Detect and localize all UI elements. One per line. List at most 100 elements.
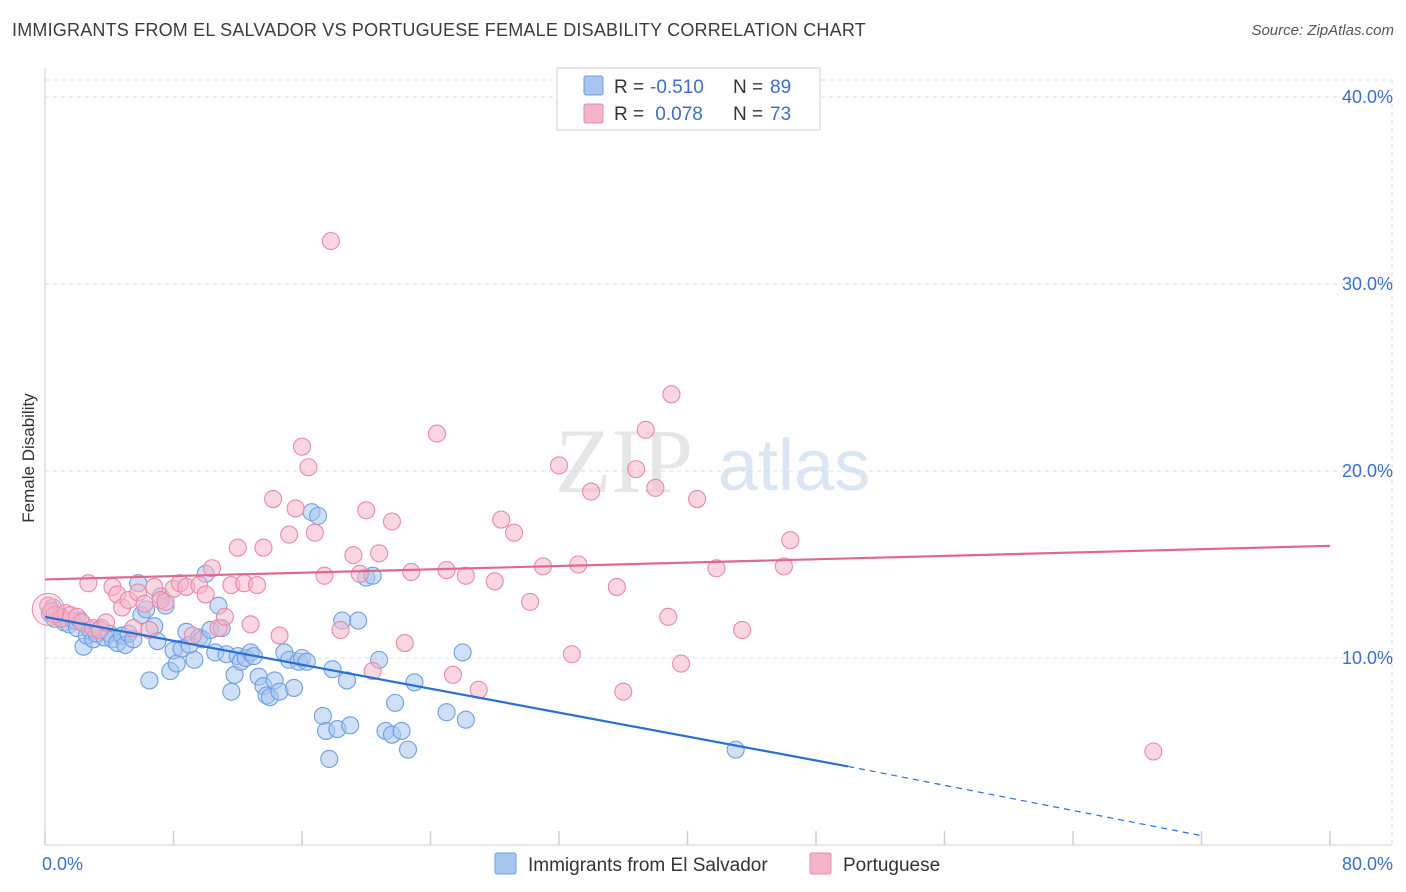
point-el-salvador-84: [405, 673, 424, 692]
point-portuguese-66: [549, 456, 569, 475]
point-el-salvador-73: [337, 671, 357, 690]
point-el-salvador-67: [313, 706, 332, 726]
legend-r-value-1: -0.510: [650, 77, 704, 98]
point-portuguese-61: [485, 572, 504, 591]
point-portuguese-74: [646, 478, 665, 497]
point-portuguese-75: [659, 607, 678, 626]
legend-r-value-2: 0.078: [650, 104, 703, 125]
trend-line-portuguese: [44, 544, 1331, 581]
legend-swatch-blue: [583, 75, 604, 96]
y-tick-label-30: 30.0%: [1342, 274, 1393, 294]
point-portuguese-76: [662, 385, 681, 404]
watermark: ZIP atlas: [555, 410, 870, 512]
point-el-salvador-87: [456, 710, 475, 729]
point-portuguese-53: [382, 512, 402, 531]
point-portuguese-50: [357, 501, 376, 520]
point-portuguese-81: [774, 557, 793, 576]
legend-r-label-2: R =: [614, 104, 644, 125]
point-el-salvador-33: [167, 654, 186, 673]
point-el-salvador-85: [437, 703, 456, 722]
point-portuguese-78: [688, 489, 707, 509]
point-portuguese-70: [607, 577, 626, 596]
point-portuguese-cluster: [31, 592, 65, 626]
point-portuguese-19: [140, 620, 159, 640]
legend-r-label-1: R =: [614, 77, 644, 98]
correlation-legend: R = -0.510 N = 89 R = 0.078 N = 73: [556, 67, 821, 131]
y-tick-label-40: 40.0%: [1342, 87, 1393, 107]
y-tick-label-20: 20.0%: [1342, 461, 1393, 481]
watermark-zip: ZIP: [555, 410, 693, 512]
trend-line-extension-el-salvador: [848, 765, 1202, 837]
point-portuguese-18: [135, 594, 154, 613]
point-portuguese-59: [456, 566, 475, 585]
point-portuguese-52: [370, 544, 389, 563]
point-portuguese-58: [443, 665, 463, 684]
point-portuguese-71: [614, 682, 633, 701]
series-legend: Immigrants from El Salvador Portuguese: [494, 852, 940, 876]
point-portuguese-82: [781, 531, 800, 550]
source-credit: Source: ZipAtlas.com: [1251, 22, 1394, 39]
point-portuguese-56: [427, 424, 446, 443]
point-portuguese-83: [1144, 742, 1163, 761]
point-el-salvador-81: [386, 693, 405, 712]
y-tick-labels: 10.0% 20.0% 30.0% 40.0%: [1342, 87, 1393, 668]
point-portuguese-43: [299, 458, 318, 477]
legend-n-label-2: N =: [733, 104, 763, 125]
legend-n-value-2: 73: [770, 104, 791, 125]
point-portuguese-37: [254, 538, 273, 557]
point-portuguese-54: [395, 633, 414, 653]
point-portuguese-29: [203, 559, 222, 578]
series-legend-label-pink: Portuguese: [843, 855, 940, 876]
point-portuguese-67: [562, 645, 581, 664]
axes: [44, 68, 1392, 846]
point-portuguese-80: [733, 620, 752, 640]
point-portuguese-69: [582, 482, 601, 501]
x-tick-label-min: 0.0%: [42, 854, 83, 874]
point-portuguese-55: [402, 562, 421, 582]
point-el-salvador-82: [392, 721, 411, 740]
point-portuguese-51: [363, 662, 382, 681]
point-portuguese-73: [636, 420, 655, 439]
point-portuguese-33: [228, 538, 247, 557]
point-el-salvador-26: [140, 671, 159, 690]
series-legend-label-blue: Immigrants from El Salvador: [528, 855, 768, 876]
point-portuguese-46: [321, 231, 340, 251]
point-portuguese-47: [331, 620, 350, 640]
point-portuguese-45: [315, 566, 334, 585]
point-portuguese-48: [344, 546, 363, 565]
point-portuguese-22: [156, 592, 175, 611]
point-portuguese-40: [280, 525, 299, 544]
trend-line-el-salvador: [44, 615, 849, 768]
legend-n-label-1: N =: [733, 77, 763, 98]
chart-title: IMMIGRANTS FROM EL SALVADOR VS PORTUGUES…: [12, 20, 866, 40]
point-portuguese-28: [196, 585, 215, 604]
point-portuguese-77: [672, 654, 691, 673]
point-portuguese-49: [350, 564, 369, 583]
point-portuguese-26: [183, 626, 202, 645]
x-tick-label-max: 80.0%: [1342, 854, 1393, 874]
trend-lines: [44, 544, 1331, 837]
point-portuguese-39: [270, 626, 289, 645]
y-axis-label: Female Disability: [19, 393, 38, 523]
point-portuguese-38: [264, 489, 283, 509]
legend-n-value-1: 89: [770, 77, 791, 98]
legend-swatch-pink: [583, 103, 604, 124]
point-el-salvador-74: [341, 716, 360, 735]
point-el-salvador-69: [320, 749, 339, 769]
point-el-salvador-86: [453, 643, 472, 662]
point-portuguese-36: [247, 576, 267, 595]
y-tick-label-10: 10.0%: [1342, 648, 1393, 668]
point-portuguese-42: [292, 437, 312, 456]
point-el-salvador-66: [309, 506, 328, 525]
point-portuguese-31: [215, 607, 234, 626]
point-portuguese-62: [492, 510, 511, 529]
point-portuguese-63: [504, 523, 524, 542]
point-portuguese-41: [286, 499, 305, 518]
point-el-salvador-46: [222, 682, 241, 701]
point-portuguese-79: [707, 559, 726, 578]
point-el-salvador-83: [398, 740, 418, 759]
point-portuguese-72: [627, 460, 646, 479]
point-portuguese-44: [305, 523, 324, 542]
series-legend-swatch-pink: [809, 852, 832, 875]
